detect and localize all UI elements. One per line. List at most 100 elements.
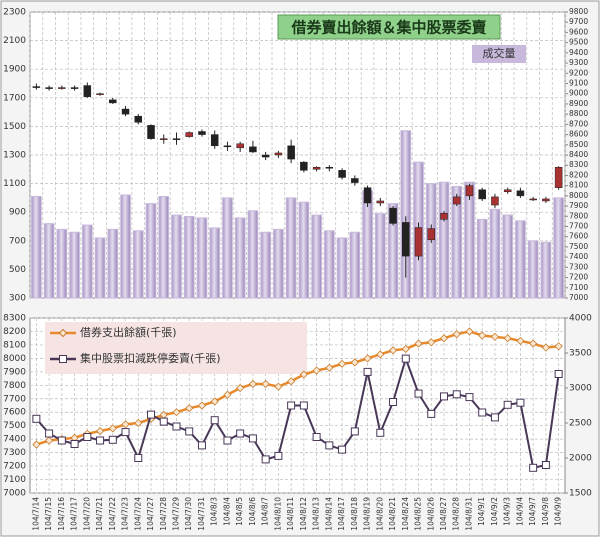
y-tick-label: 900 — [9, 208, 26, 218]
legend — [45, 322, 307, 374]
y-tick-label: 7600 — [3, 408, 26, 418]
candle-body — [376, 200, 385, 204]
marker — [490, 332, 500, 341]
x-tick-label: 104/8/17 — [337, 497, 346, 531]
volume-bar — [400, 130, 412, 299]
y2-tick-label: 9500 — [569, 38, 588, 47]
volume-bar — [158, 195, 170, 299]
volume-bar — [324, 230, 335, 299]
candle-body — [363, 187, 372, 204]
y-tick-label: 7700 — [3, 394, 26, 404]
y2-tick-label: 2500 — [569, 419, 592, 429]
y-tick-label: 7900 — [3, 367, 26, 377]
candle-body — [478, 189, 486, 200]
candle-body — [261, 154, 270, 158]
y-tick-label: 7500 — [3, 421, 26, 431]
volume-bar — [132, 230, 144, 299]
candle-body — [83, 85, 92, 98]
candle-body — [300, 161, 308, 171]
candle-body — [402, 222, 410, 257]
x-tick-label: 104/7/21 — [95, 497, 104, 531]
candle-body — [70, 87, 79, 89]
candle-body — [516, 190, 525, 197]
y-tick-label: 8200 — [3, 327, 26, 337]
y2-tick-label: 9600 — [569, 27, 588, 36]
marker — [325, 363, 334, 372]
volume-bar — [540, 241, 552, 299]
marker — [121, 428, 130, 437]
y2-tick-label: 9100 — [569, 79, 588, 88]
candle-body — [45, 87, 53, 89]
y-tick-label: 7300 — [3, 448, 26, 458]
marker — [96, 436, 105, 445]
x-tick-label: 104/7/31 — [197, 497, 206, 531]
marker — [172, 422, 181, 431]
y-tick-label: 500 — [9, 265, 26, 275]
y2-tick-label: 8900 — [569, 99, 588, 108]
x-tick-label: 104/8/27 — [439, 497, 448, 531]
x-tick-label: 104/7/14 — [31, 497, 40, 531]
volume-bar — [81, 224, 93, 299]
marker — [363, 354, 372, 363]
marker — [147, 410, 156, 419]
marker — [554, 342, 563, 351]
marker — [223, 390, 232, 399]
marker — [414, 339, 423, 348]
x-tick-label: 104/8/6 — [248, 497, 257, 526]
y-tick-label: 7400 — [3, 435, 26, 445]
y-tick-label: 7000 — [3, 489, 26, 499]
marker — [236, 429, 245, 438]
candle-body — [172, 138, 181, 140]
volume-bar — [107, 228, 119, 299]
candle-body — [58, 87, 66, 89]
volume-bar — [438, 181, 450, 299]
marker — [389, 398, 398, 406]
x-tick-label: 104/7/29 — [171, 497, 180, 531]
volume-bar — [209, 227, 221, 299]
marker — [185, 427, 194, 436]
marker — [57, 436, 66, 445]
y2-tick-label: 7100 — [569, 283, 588, 292]
y-tick-label: 7200 — [3, 462, 26, 472]
marker — [261, 455, 270, 464]
marker — [376, 350, 385, 359]
volume-bar — [311, 214, 322, 299]
x-tick-label: 104/8/4 — [222, 497, 231, 526]
x-tick-label: 104/7/24 — [133, 497, 142, 531]
title-box — [277, 14, 501, 40]
y-tick-label: 8100 — [3, 340, 26, 350]
marker — [185, 404, 194, 413]
candle-body — [96, 93, 104, 95]
volume-bar — [515, 220, 526, 299]
volume-bar — [553, 197, 564, 299]
candle-body — [249, 146, 257, 153]
x-tick-label: 104/8/13 — [312, 497, 321, 531]
y2-tick-label: 7500 — [569, 242, 588, 251]
marker — [503, 400, 512, 409]
candle-body — [210, 134, 219, 147]
candle-body — [121, 108, 130, 115]
x-tick-label: 104/8/26 — [426, 497, 435, 531]
x-tick-label: 104/9/7 — [528, 497, 537, 526]
legend-label: 借券支出餘額(千張) — [80, 325, 177, 339]
marker — [427, 338, 436, 347]
x-tick-label: 104/7/17 — [70, 497, 79, 531]
y2-tick-label: 7700 — [569, 222, 588, 231]
y2-tick-label: 8500 — [569, 140, 588, 149]
volume-bar — [374, 213, 386, 299]
marker — [363, 367, 372, 376]
x-tick-label: 104/8/21 — [388, 497, 397, 531]
marker — [338, 359, 347, 368]
y-tick-label: 1300 — [3, 151, 26, 161]
x-tick-label: 104/8/20 — [375, 497, 384, 531]
marker — [452, 390, 461, 399]
chart-title: 借券賣出餘額＆集中股票委賣 — [290, 19, 487, 37]
candle-body — [440, 212, 448, 220]
marker — [32, 440, 41, 449]
marker — [248, 379, 257, 389]
y2-tick-label: 8700 — [569, 119, 588, 128]
volume-bar — [145, 203, 157, 299]
y2-tick-label: 7300 — [569, 262, 588, 271]
y2-tick-label: 4000 — [569, 314, 592, 324]
y2-tick-label: 7800 — [569, 211, 588, 220]
